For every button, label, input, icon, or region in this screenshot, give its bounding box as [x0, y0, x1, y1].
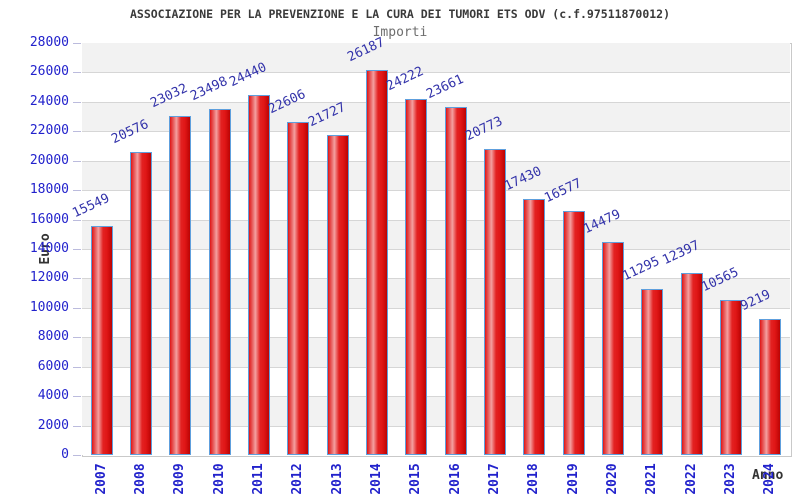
bar	[484, 149, 506, 455]
bar	[641, 288, 664, 455]
plot-band	[82, 72, 790, 102]
x-axis-tick-label: 2007	[93, 463, 109, 495]
bar	[248, 95, 270, 455]
x-axis-tick-label: 2022	[683, 463, 699, 495]
x-axis-tick-label: 2014	[369, 463, 384, 495]
y-axis-tick-label: 28000	[29, 35, 69, 50]
chart-title: ASSOCIAZIONE PER LA PREVENZIONE E LA CUR…	[129, 7, 671, 21]
grid-line	[82, 190, 790, 192]
bar	[90, 226, 113, 455]
bar	[366, 69, 388, 455]
y-axis-tick-label: 8000	[37, 329, 69, 345]
x-axis-tick-label: 2016	[447, 463, 463, 495]
x-axis-title: Anno	[752, 468, 784, 483]
grid-line	[82, 425, 790, 427]
bar	[523, 198, 546, 455]
x-axis-tick-label: 2011	[251, 463, 266, 495]
y-axis-tick-label: 22000	[29, 123, 69, 139]
plot-band	[82, 101, 790, 132]
y-axis-tick	[73, 337, 81, 339]
plot-band	[82, 366, 790, 397]
y-axis-tick-label: 24000	[29, 93, 69, 109]
grid-line	[82, 219, 790, 221]
y-axis-tick-label: 6000	[37, 358, 69, 374]
plot-band	[82, 160, 790, 191]
x-axis-tick-label: 2008	[133, 463, 148, 495]
bar	[759, 319, 782, 455]
x-axis-tick-label: 2009	[172, 463, 188, 495]
grid-line	[82, 396, 790, 398]
bar	[208, 109, 231, 455]
grid-line	[82, 278, 790, 280]
bar	[405, 98, 428, 455]
bar	[444, 106, 467, 455]
y-axis-tick	[73, 455, 81, 456]
plot-band	[82, 307, 790, 338]
plot-band	[82, 249, 790, 279]
bar	[326, 135, 349, 455]
x-axis-tick-label: 2018	[526, 463, 542, 495]
y-axis-tick-label: 2000	[37, 417, 69, 433]
x-axis-tick-label: 2017	[487, 463, 502, 495]
chart-subtitle: Importi	[372, 25, 428, 40]
grid-line	[82, 366, 790, 368]
y-axis-tick	[73, 190, 81, 192]
y-axis-tick-label: 0	[61, 447, 69, 462]
bar	[130, 152, 152, 455]
grid-line	[82, 160, 790, 162]
y-axis-tick-label: 10000	[29, 299, 69, 315]
grid-line	[82, 249, 790, 250]
y-axis-tick-label: 26000	[29, 64, 69, 80]
y-axis-tick	[73, 131, 81, 133]
plot-band	[82, 396, 790, 426]
grid-line	[82, 307, 790, 309]
x-axis-tick-label: 2015	[408, 463, 424, 495]
grid-line	[82, 131, 790, 133]
plot-band	[82, 219, 790, 249]
y-axis-tick	[73, 72, 81, 74]
plot-band	[82, 131, 790, 161]
x-axis-tick-label: 2013	[329, 463, 345, 495]
bar	[602, 241, 624, 455]
y-axis-tick	[73, 160, 81, 162]
y-axis-tick	[73, 249, 81, 250]
plot-band	[82, 425, 790, 455]
y-axis-tick	[73, 366, 81, 368]
y-axis-tick-label: 16000	[29, 211, 69, 227]
bar	[287, 122, 310, 455]
x-axis-tick-label: 2024	[762, 463, 778, 495]
plot-band	[82, 190, 790, 220]
grid-line	[82, 72, 790, 74]
x-axis-tick-label: 2023	[723, 463, 738, 495]
bar	[169, 116, 192, 455]
y-axis-tick-label: 18000	[29, 182, 69, 198]
y-axis-tick	[73, 425, 81, 427]
x-axis-tick-label: 2020	[605, 463, 620, 495]
y-axis-tick	[73, 43, 81, 44]
bar	[562, 211, 585, 455]
y-axis-tick-label: 14000	[29, 241, 69, 256]
plot-band	[82, 43, 790, 73]
y-axis-tick-label: 12000	[29, 270, 69, 286]
y-axis-tick	[73, 396, 81, 398]
plot-band	[82, 278, 790, 308]
y-axis-tick-label: 4000	[37, 388, 69, 404]
bar	[680, 272, 703, 455]
x-axis-tick-label: 2021	[644, 463, 660, 495]
y-axis-tick-label: 20000	[29, 152, 69, 168]
y-axis-tick	[73, 219, 81, 221]
x-axis-tick-label: 2010	[211, 463, 227, 495]
plot-band	[82, 337, 790, 367]
y-axis-tick	[73, 101, 81, 103]
grid-line	[82, 101, 790, 103]
x-axis-tick-label: 2012	[290, 463, 306, 495]
x-axis-tick-label: 2019	[565, 463, 581, 495]
y-axis-tick	[73, 278, 81, 280]
bar	[720, 299, 742, 455]
y-axis-tick	[73, 307, 81, 309]
grid-line	[82, 337, 790, 339]
